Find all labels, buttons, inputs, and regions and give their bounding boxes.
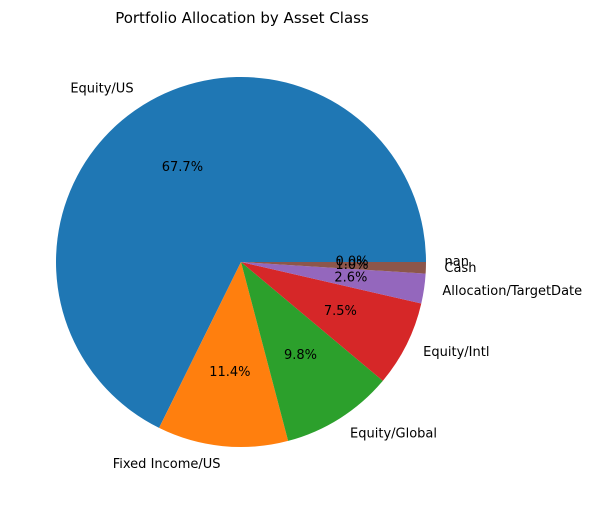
slice-percent-equity-us: 67.7% <box>162 160 203 175</box>
slice-percent-nan: 0.0% <box>335 255 368 270</box>
slice-label-cash: Cash <box>444 261 476 276</box>
slice-percent-allocation-targetdate: 2.6% <box>334 270 367 285</box>
slice-percent-cash: 1.0% <box>335 258 368 273</box>
pie-slices <box>56 77 426 448</box>
pie-slice-fixed-income-us <box>159 262 289 448</box>
pie-slice-allocation-targetdate <box>241 262 426 304</box>
percent-labels: 67.7% 11.4% 9.8% 7.5% 2.6%1.0%0.0% <box>162 160 369 380</box>
slice-label-allocation-targetdate: Allocation/TargetDate <box>442 284 582 299</box>
pie-slice-equity-intl <box>241 262 422 381</box>
slice-label-equity-intl: Equity/Intl <box>423 345 489 360</box>
pie-slice-cash <box>241 262 426 274</box>
slice-label-fixed-income-us: Fixed Income/US <box>113 457 221 472</box>
category-labels: Equity/US Fixed Income/US Equity/Global Equ… <box>70 82 582 472</box>
pie-slice-equity-us <box>56 77 426 428</box>
slice-label-equity-global: Equity/Global <box>350 426 437 441</box>
chart-title: Portfolio Allocation by Asset Class <box>115 9 369 27</box>
slice-label-nan: nan <box>445 255 469 270</box>
pie-slice-equity-global <box>241 262 383 441</box>
slice-percent-equity-intl: 7.5% <box>324 304 357 319</box>
slice-label-equity-us: Equity/US <box>70 82 133 97</box>
slice-percent-equity-global: 9.8% <box>284 348 317 363</box>
slice-percent-fixed-income-us: 11.4% <box>209 365 250 380</box>
